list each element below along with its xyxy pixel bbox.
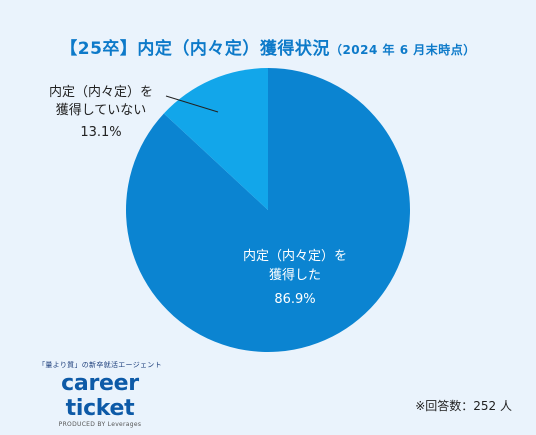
leader-line — [165, 95, 219, 113]
slice-value: 86.9% — [274, 292, 316, 307]
chart-title-main: 【25卒】内定（内々定）獲得状況 — [60, 39, 330, 59]
chart-title-date: （2024 年 6 月末時点） — [329, 43, 476, 57]
slice-value: 13.1% — [80, 125, 122, 140]
chart-title: 【25卒】内定（内々定）獲得状況（2024 年 6 月末時点） — [0, 34, 536, 59]
brand-logo-text: career ticket — [61, 371, 139, 421]
slice-label-line2: 獲得した — [268, 268, 321, 283]
slice-label-not-obtained: 内定（内々定）を 獲得していない 13.1% — [36, 84, 166, 142]
brand-logo: 「量より質」の新卒就活エージェント career ticket PRODUCED… — [30, 360, 170, 428]
brand-produced-by: PRODUCED BY Leverages — [58, 421, 142, 428]
slice-label-line2: 獲得していない — [55, 103, 147, 118]
brand-tagline: 「量より質」の新卒就活エージェント — [38, 361, 162, 369]
slice-label-obtained: 内定（内々定）を 獲得した 86.9% — [230, 247, 360, 309]
slice-label-line1: 内定（内々定）を — [242, 249, 347, 264]
respondent-count: ※回答数：252 人 — [415, 399, 512, 413]
slice-label-line1: 内定（内々定）を — [48, 85, 153, 100]
